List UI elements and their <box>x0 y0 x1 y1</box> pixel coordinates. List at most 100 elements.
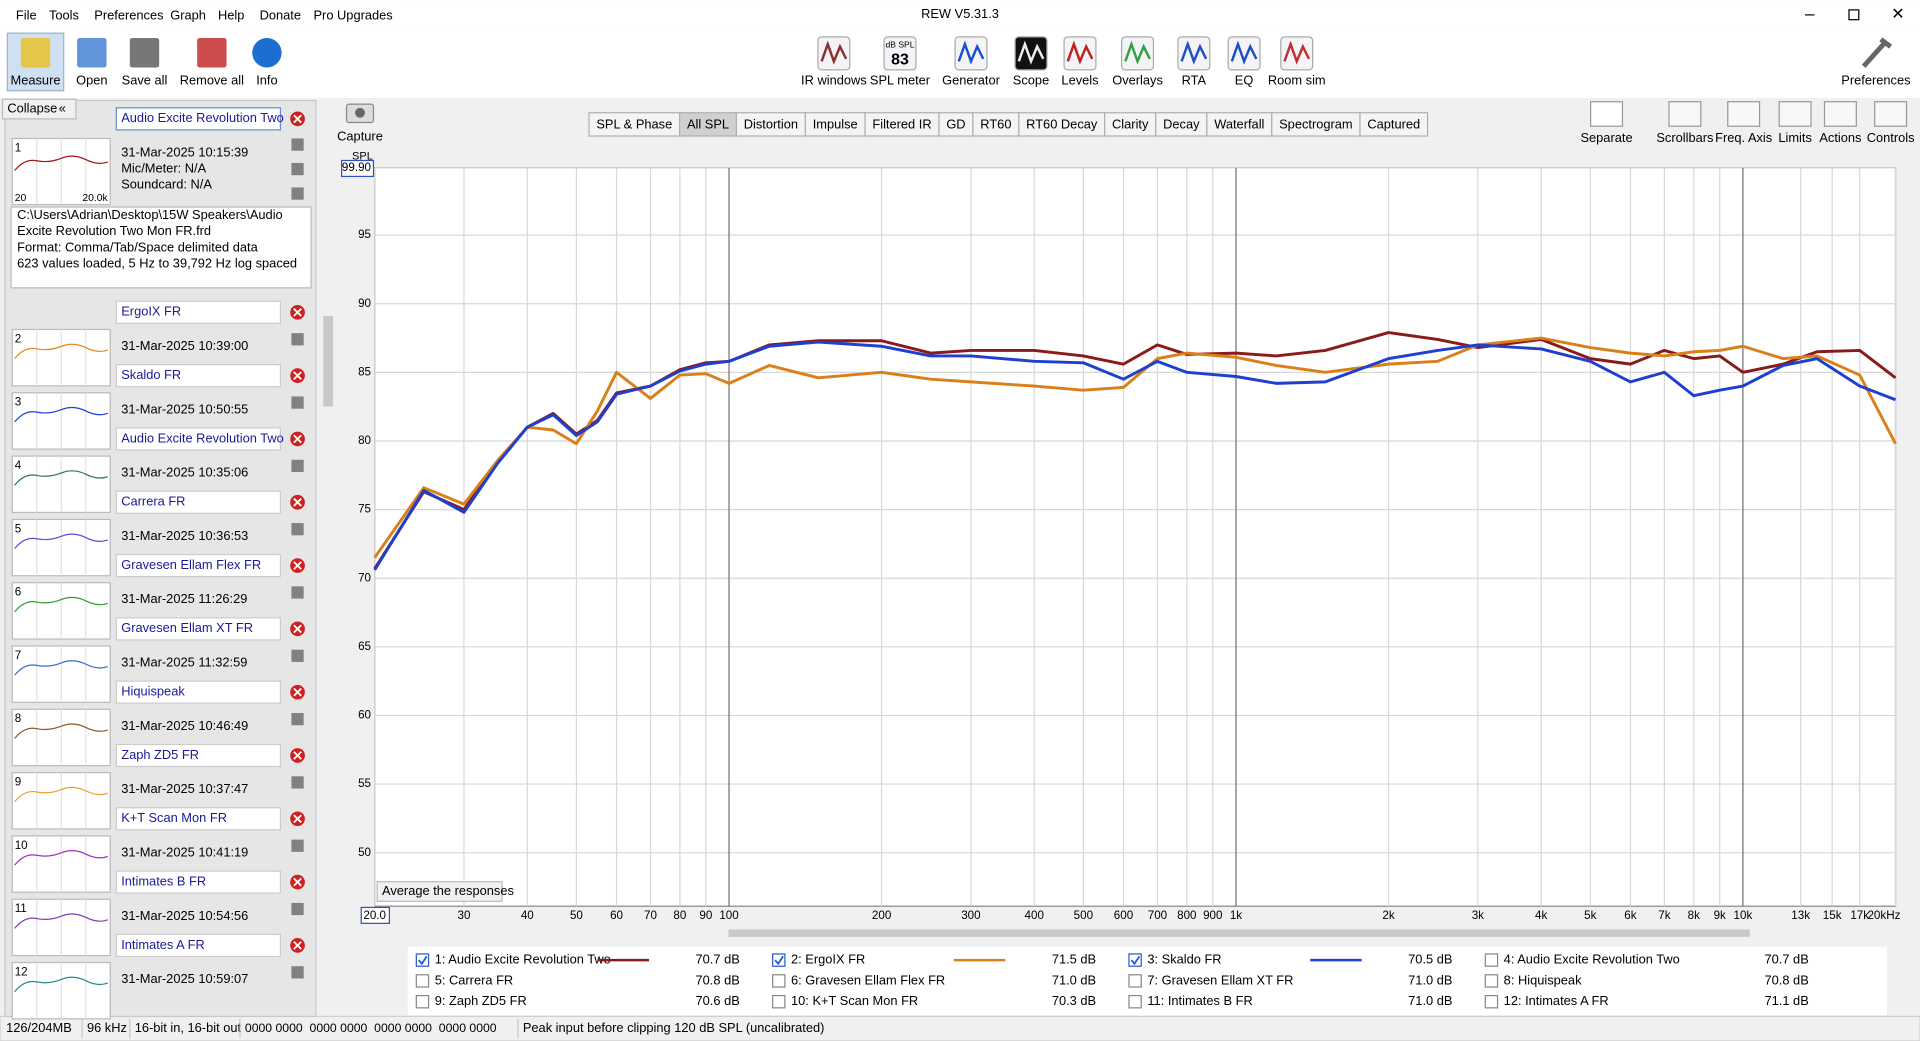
action-icon[interactable] <box>291 649 304 662</box>
axis-limit-box[interactable] <box>341 159 375 178</box>
average-label[interactable]: Average the responses <box>382 883 514 898</box>
tool-label[interactable]: Remove all <box>180 72 244 87</box>
tool-label[interactable]: Preferences <box>1841 72 1910 87</box>
menu-item[interactable]: Help <box>218 7 244 22</box>
graph-tab-label[interactable]: Spectrogram <box>1279 116 1353 131</box>
action-icon[interactable] <box>291 839 304 852</box>
action-icon[interactable] <box>291 333 304 346</box>
control-label[interactable]: Scrollbars <box>1656 130 1713 145</box>
name-box[interactable] <box>115 870 282 894</box>
name-box[interactable] <box>115 933 282 958</box>
name-box[interactable] <box>115 807 282 831</box>
tool-label[interactable]: SPL meter <box>870 72 931 87</box>
control-label[interactable]: Actions <box>1819 130 1861 145</box>
control-icon[interactable] <box>1590 101 1624 127</box>
menu-item[interactable]: Preferences <box>94 7 163 22</box>
capture-label[interactable]: Capture <box>337 129 383 144</box>
control-icon[interactable] <box>1727 101 1761 127</box>
action-icon[interactable] <box>291 138 304 151</box>
name-box[interactable] <box>115 364 282 388</box>
legend-checkbox[interactable] <box>1484 953 1499 967</box>
measurement-name[interactable]: Hiquispeak <box>121 684 185 699</box>
measurement-name[interactable]: Intimates B FR <box>121 873 206 888</box>
graph-tab-label[interactable]: Clarity <box>1112 116 1149 131</box>
legend-label[interactable]: 11: Intimates B FR <box>1147 993 1252 1008</box>
legend-checkbox[interactable] <box>1484 994 1499 1009</box>
control-icon[interactable] <box>1668 101 1702 127</box>
measurement-name[interactable]: Zaph ZD5 FR <box>121 747 199 762</box>
menu-item[interactable]: Pro Upgrades <box>313 7 392 22</box>
legend-label[interactable]: 8: Hiquispeak <box>1504 972 1582 987</box>
panel-scroll-thumb[interactable] <box>323 316 334 407</box>
action-icon[interactable] <box>291 396 304 409</box>
legend-label[interactable]: 4: Audio Excite Revolution Two <box>1504 951 1680 966</box>
control-label[interactable]: Separate <box>1580 130 1632 145</box>
legend-checkbox[interactable] <box>1128 994 1142 1009</box>
action-icon[interactable] <box>291 459 304 473</box>
legend-checkbox[interactable] <box>772 974 786 988</box>
legend-label[interactable]: 7: Gravesen Ellam XT FR <box>1147 972 1293 987</box>
graph-tab-label[interactable]: Impulse <box>813 116 858 131</box>
name-box[interactable] <box>115 617 282 641</box>
measurement-name[interactable]: Intimates A FR <box>121 937 205 952</box>
tool-label[interactable]: Levels <box>1061 72 1098 87</box>
tool-label[interactable]: Scope <box>1013 72 1049 87</box>
tool-label[interactable]: Save all <box>122 72 168 87</box>
tool-label[interactable]: Overlays <box>1112 72 1163 87</box>
tool-label[interactable]: Room sim <box>1268 72 1326 87</box>
menu-item[interactable]: Donate <box>260 7 301 22</box>
measurement-name[interactable]: ErgoIX FR <box>121 304 181 319</box>
legend-checkbox[interactable] <box>1484 974 1499 988</box>
graph-tab-label[interactable]: GD <box>946 116 965 131</box>
tool-label[interactable]: Open <box>76 72 107 87</box>
graph-tab-label[interactable]: SPL & Phase <box>596 116 672 131</box>
legend-label[interactable]: 10: K+T Scan Mon FR <box>791 993 918 1008</box>
action-icon[interactable] <box>291 187 304 200</box>
tool-label[interactable]: Measure <box>11 72 61 87</box>
action-icon[interactable] <box>291 162 304 176</box>
legend-label[interactable]: 12: Intimates A FR <box>1504 993 1609 1008</box>
legend-checkbox[interactable] <box>415 994 430 1009</box>
name-box[interactable] <box>115 743 282 768</box>
tool-label[interactable]: IR windows <box>801 72 867 87</box>
legend-label[interactable]: 1: Audio Excite Revolution Two <box>435 951 611 966</box>
control-icon[interactable] <box>1823 101 1857 127</box>
legend-checkbox[interactable] <box>415 974 430 988</box>
graph-tab-label[interactable]: RT60 <box>980 116 1011 131</box>
name-box[interactable] <box>115 553 282 578</box>
name-box[interactable] <box>115 680 282 704</box>
graph-tab-label[interactable]: Captured <box>1367 116 1420 131</box>
legend-label[interactable]: 6: Gravesen Ellam Flex FR <box>791 972 945 987</box>
name-box[interactable] <box>115 107 282 131</box>
minimize[interactable]: – <box>1805 3 1815 23</box>
legend-label[interactable]: 9: Zaph ZD5 FR <box>435 993 527 1008</box>
name-box[interactable] <box>115 300 282 324</box>
tool-label[interactable]: Info <box>256 72 277 87</box>
average-button[interactable] <box>376 881 503 902</box>
action-icon[interactable] <box>291 966 304 979</box>
control-icon[interactable] <box>1778 101 1812 127</box>
h-scroll-thumb[interactable] <box>728 929 1750 937</box>
legend-label[interactable]: 3: Skaldo FR <box>1147 951 1221 966</box>
close[interactable]: ✕ <box>1891 6 1904 23</box>
measurement-name[interactable]: Gravesen Ellam XT FR <box>121 620 253 635</box>
name-box[interactable] <box>115 427 282 451</box>
control-label[interactable]: Freq. Axis <box>1715 130 1772 145</box>
control-label[interactable]: Limits <box>1778 130 1812 145</box>
menu-item[interactable]: Tools <box>49 7 79 22</box>
measurement-name[interactable]: Gravesen Ellam Flex FR <box>121 557 261 572</box>
measurement-name[interactable]: Audio Excite Revolution Two <box>121 430 284 445</box>
action-icon[interactable] <box>291 586 304 599</box>
graph-tab-label[interactable]: Decay <box>1163 116 1200 131</box>
graph-tab-label[interactable]: RT60 Decay <box>1026 116 1098 131</box>
tool-label[interactable]: RTA <box>1182 72 1207 87</box>
graph-tab-label[interactable]: Waterfall <box>1214 116 1264 131</box>
action-icon[interactable] <box>291 712 304 726</box>
menu-item[interactable]: File <box>16 7 37 22</box>
axis-limit-box[interactable] <box>360 906 390 924</box>
measurement-name[interactable]: Skaldo FR <box>121 367 181 382</box>
legend-checkbox[interactable] <box>772 994 786 1009</box>
graph-tab[interactable] <box>1359 112 1429 137</box>
legend-label[interactable]: 5: Carrera FR <box>435 972 514 987</box>
measurement-name[interactable]: K+T Scan Mon FR <box>121 810 227 825</box>
